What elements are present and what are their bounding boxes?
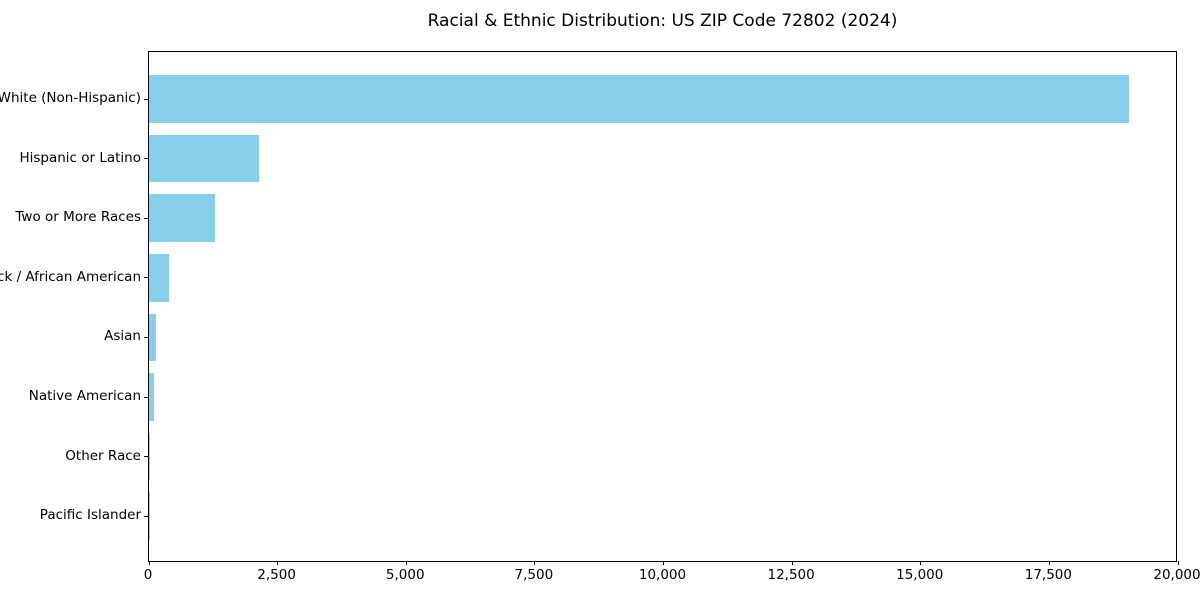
x-tick — [1177, 561, 1179, 565]
y-tick — [144, 217, 148, 219]
bar — [149, 313, 156, 362]
y-axis-label: Black / African American — [0, 268, 141, 285]
y-axis-label: Other Race — [65, 447, 141, 464]
y-axis-label: Two or More Races — [15, 209, 141, 226]
bar — [149, 492, 150, 540]
bar — [149, 432, 151, 481]
x-axis-tick-label: 7,500 — [514, 567, 554, 583]
x-axis-tick-label: 5,000 — [385, 567, 425, 583]
x-axis-tick-label: 10,000 — [638, 567, 687, 583]
y-tick — [144, 158, 148, 160]
x-tick — [277, 561, 279, 565]
bar — [149, 373, 155, 421]
x-tick — [663, 561, 664, 565]
bar — [149, 134, 259, 183]
y-axis-label: Pacific Islander — [39, 507, 141, 524]
y-tick — [144, 456, 148, 458]
y-tick — [144, 336, 148, 338]
bar — [149, 194, 216, 242]
plot-area — [144, 51, 1179, 565]
x-tick — [148, 561, 150, 565]
x-axis-tick-label: 12,500 — [767, 567, 815, 583]
x-tick — [405, 561, 407, 565]
x-tick — [791, 561, 793, 565]
bar — [149, 75, 1130, 123]
x-tick — [920, 561, 922, 565]
bar — [149, 254, 170, 302]
x-axis-tick-label: 0 — [143, 567, 153, 583]
x-axis-tick-label: 15,000 — [896, 567, 944, 583]
y-tick — [144, 396, 148, 398]
y-tick — [144, 277, 148, 279]
y-tick — [144, 98, 148, 100]
x-axis-tick-label: 17,500 — [1024, 567, 1072, 583]
y-tick — [144, 515, 148, 517]
x-axis-tick-label: 20,000 — [1153, 567, 1200, 583]
x-tick — [534, 561, 536, 565]
x-axis-tick-label: 2,500 — [257, 567, 296, 583]
y-axis-label: Hispanic or Latino — [19, 149, 141, 166]
x-tick — [1048, 561, 1050, 565]
y-axis-label: Asian — [104, 328, 141, 345]
chart-title: Racial & Ethnic Distribution: US ZIP Cod… — [427, 11, 898, 31]
y-axis-label: Native American — [28, 388, 141, 404]
y-axis-label: White (Non-Hispanic) — [0, 90, 141, 106]
